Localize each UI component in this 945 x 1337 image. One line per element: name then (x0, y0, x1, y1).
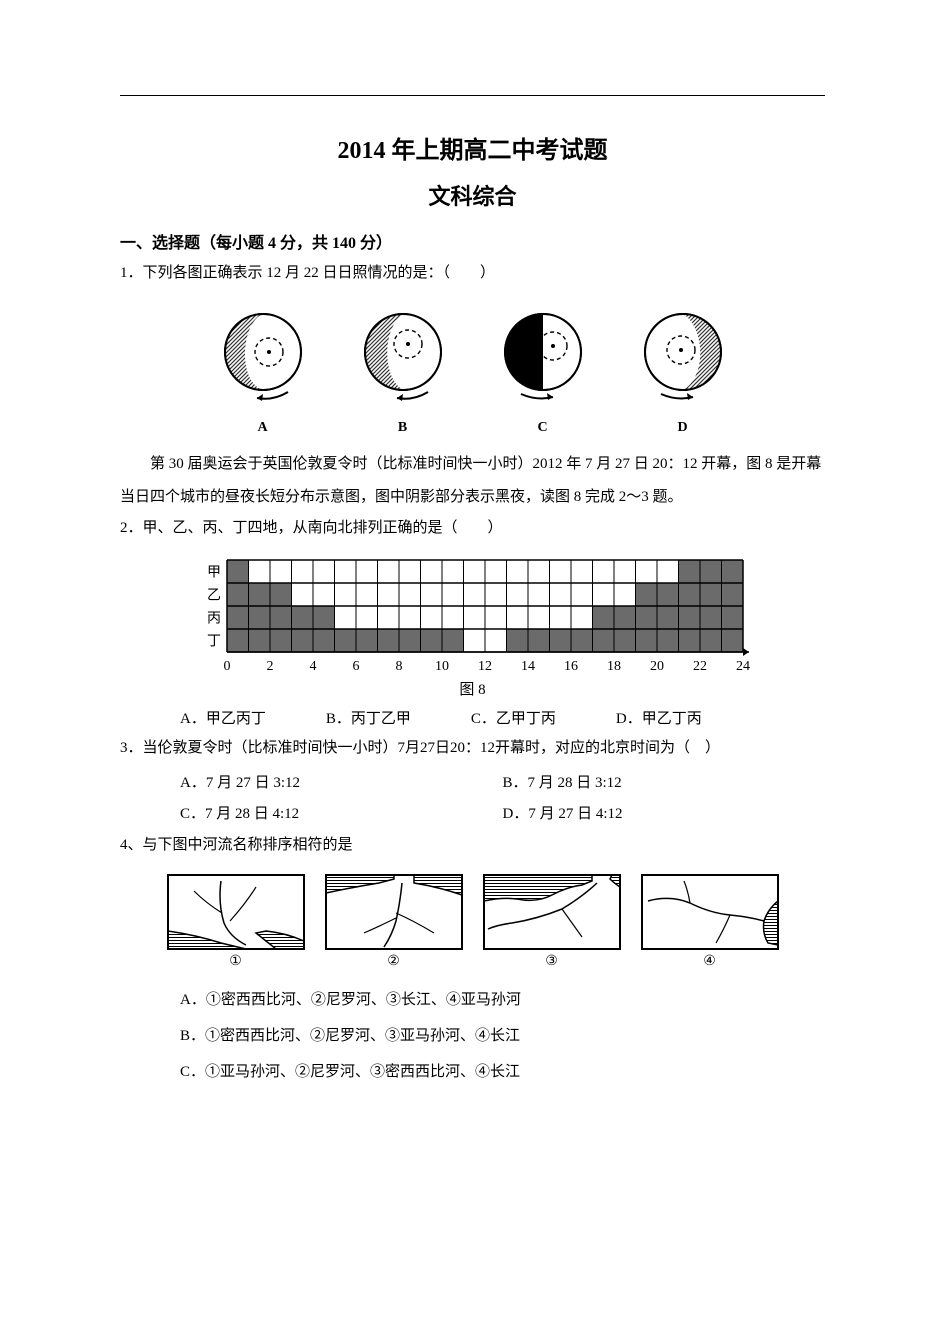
chart8-caption: 图 8 (459, 678, 485, 699)
svg-text:丙: 丙 (207, 612, 221, 627)
q4-opt-b: B．①密西西比河、②尼罗河、③亚马孙河、④长江 (180, 1018, 825, 1054)
map-2-svg (324, 873, 464, 951)
svg-text:16: 16 (564, 659, 578, 674)
map-3: ③ (482, 873, 622, 970)
map-3-svg (482, 873, 622, 951)
q2-opt-d: D．甲乙丁丙 (616, 707, 702, 728)
title-main: 2014 年上期高二中考试题 (120, 130, 825, 165)
svg-text:22: 22 (693, 659, 707, 674)
svg-text:乙: 乙 (207, 588, 221, 604)
map-1-label: ① (229, 953, 242, 970)
q3-opt-b: B．7 月 28 日 3:12 (503, 771, 826, 792)
section-header: 一、选择题（每小题 4 分，共 140 分） (120, 229, 825, 253)
q2-opt-a: A．甲乙丙丁 (180, 707, 266, 728)
q4-opt-a: A．①密西西比河、②尼罗河、③长江、④亚马孙河 (180, 982, 825, 1018)
svg-text:24: 24 (736, 659, 750, 674)
svg-text:10: 10 (435, 659, 449, 674)
globe-b-svg (353, 302, 453, 402)
globe-d-svg (633, 302, 733, 402)
map-1: ① (166, 873, 306, 970)
q4-opt-c: C．①亚马孙河、②尼罗河、③密西西比河、④长江 (180, 1054, 825, 1090)
svg-text:0: 0 (223, 659, 230, 674)
q3-opt-c: C．7 月 28 日 4:12 (180, 802, 503, 823)
svg-text:14: 14 (521, 659, 535, 674)
question-4: 4、与下图中河流名称排序相符的是 (120, 831, 825, 860)
q2-opt-c: C．乙甲丁丙 (471, 707, 556, 728)
globe-d-label: D (677, 420, 687, 436)
svg-text:丁: 丁 (207, 635, 221, 650)
svg-text:甲: 甲 (207, 566, 221, 581)
globe-c-svg (493, 302, 593, 402)
svg-text:12: 12 (478, 659, 492, 674)
map-4-label: ④ (703, 953, 716, 970)
globe-a: A (213, 302, 313, 436)
map-4-svg (640, 873, 780, 951)
globe-c: C (493, 302, 593, 436)
svg-text:20: 20 (650, 659, 664, 674)
q4-options: A．①密西西比河、②尼罗河、③长江、④亚马孙河 B．①密西西比河、②尼罗河、③亚… (120, 982, 825, 1090)
question-3: 3．当伦敦夏令时（比标准时间快一小时）7月27日20：12开幕时，对应的北京时间… (120, 734, 825, 763)
map-2-label: ② (387, 953, 400, 970)
globe-a-svg (213, 302, 313, 402)
chart8-svg: 甲乙丙丁024681012141618202224 (193, 556, 753, 676)
question-1: 1．下列各图正确表示 12 月 22 日日照情况的是：（ ） (120, 259, 825, 288)
globe-c-label: C (537, 420, 547, 436)
svg-text:2: 2 (266, 659, 273, 674)
svg-text:4: 4 (309, 659, 316, 674)
globes-row: A B (120, 302, 825, 436)
q3-opt-a: A．7 月 27 日 3:12 (180, 771, 503, 792)
map-3-label: ③ (545, 953, 558, 970)
q3-options: A．7 月 27 日 3:12 B．7 月 28 日 3:12 C．7 月 28… (120, 771, 825, 823)
map-4: ④ (640, 873, 780, 970)
svg-text:8: 8 (395, 659, 402, 674)
globe-a-label: A (257, 420, 267, 436)
globe-b-label: B (398, 420, 407, 436)
q2-options: A．甲乙丙丁 B．丙丁乙甲 C．乙甲丁丙 D．甲乙丁丙 (120, 707, 825, 728)
title-sub: 文科综合 (120, 179, 825, 211)
globe-b: B (353, 302, 453, 436)
question-2: 2．甲、乙、丙、丁四地，从南向北排列正确的是（ ） (120, 514, 825, 543)
maps-row: ① ② ③ ④ (120, 873, 825, 970)
globe-d: D (633, 302, 733, 436)
map-2: ② (324, 873, 464, 970)
q2-opt-b: B．丙丁乙甲 (326, 707, 411, 728)
chart8-wrapper: 甲乙丙丁024681012141618202224 图 8 (120, 556, 825, 699)
top-divider (120, 95, 825, 96)
svg-text:6: 6 (352, 659, 359, 674)
svg-text:18: 18 (607, 659, 621, 674)
map-1-svg (166, 873, 306, 951)
context-q2-3: 第 30 届奥运会于英国伦敦夏令时（比标准时间快一小时）2012 年 7 月 2… (120, 448, 825, 514)
q3-opt-d: D．7 月 27 日 4:12 (503, 802, 826, 823)
